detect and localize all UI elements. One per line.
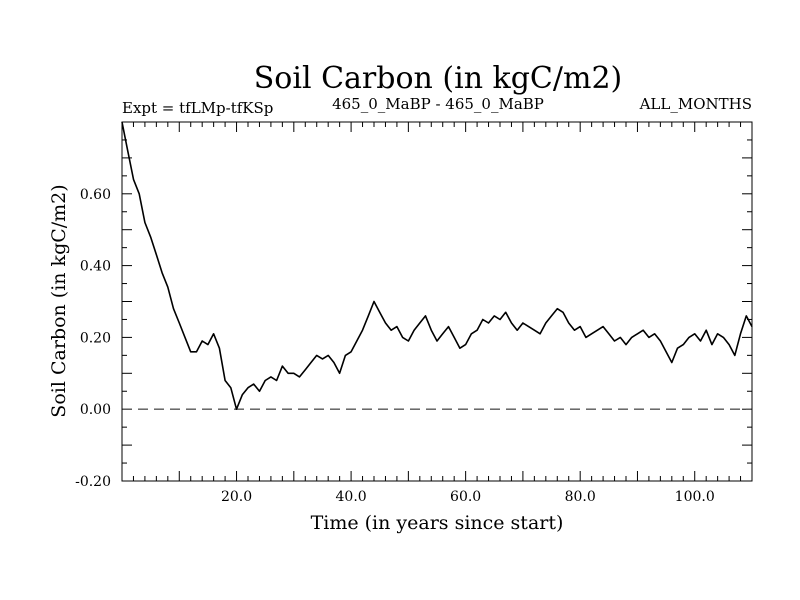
y-tick-label: 0.60 bbox=[80, 187, 111, 203]
series-layer bbox=[121, 121, 753, 411]
y-tick-label: 0.20 bbox=[80, 330, 111, 346]
x-axis-label: Time (in years since start) bbox=[311, 512, 564, 534]
y-axis-label: Soil Carbon (in kgC/m2) bbox=[48, 184, 70, 417]
x-tick-labels: 20.0 40.0 60.0 80.0 100.0 bbox=[221, 489, 715, 505]
x-tick-label: 80.0 bbox=[565, 489, 596, 505]
y-tick-label: 0.00 bbox=[80, 402, 111, 418]
y-tick-label: -0.20 bbox=[75, 474, 111, 490]
series-line bbox=[121, 121, 753, 411]
period-label: 465_0_MaBP - 465_0_MaBP bbox=[332, 95, 544, 113]
chart-title: Soil Carbon (in kgC/m2) bbox=[254, 61, 622, 96]
months-label: ALL_MONTHS bbox=[639, 95, 752, 113]
y-tick-label: 0.40 bbox=[80, 259, 111, 275]
x-tick-label: 20.0 bbox=[221, 489, 252, 505]
experiment-label: Expt = tfLMp-tfKSp bbox=[122, 99, 273, 117]
y-tick-labels: -0.20 0.00 0.20 0.40 0.60 bbox=[75, 187, 111, 490]
x-tick-label: 40.0 bbox=[336, 489, 367, 505]
x-tick-label: 60.0 bbox=[450, 489, 481, 505]
chart-ticks bbox=[122, 122, 752, 481]
x-tick-label: 100.0 bbox=[675, 489, 715, 505]
plot-frame bbox=[121, 121, 753, 482]
